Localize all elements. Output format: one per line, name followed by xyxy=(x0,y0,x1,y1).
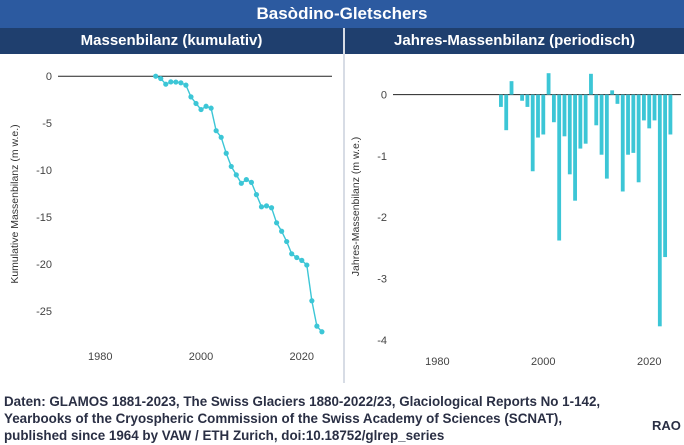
data-point xyxy=(284,238,290,245)
data-point xyxy=(178,80,184,86)
bar xyxy=(573,94,577,201)
bar xyxy=(668,94,673,135)
bar xyxy=(504,94,509,131)
bar xyxy=(525,94,530,107)
data-point xyxy=(279,228,285,234)
bar xyxy=(663,94,668,258)
y-tick-label: -3 xyxy=(377,274,387,286)
data-point xyxy=(314,323,320,329)
bar xyxy=(657,94,662,327)
y-tick-label: -5 xyxy=(42,118,52,130)
bar xyxy=(509,81,514,95)
y-tick-label: -25 xyxy=(36,306,52,318)
data-point xyxy=(163,81,169,87)
data-point xyxy=(238,180,244,186)
data-point xyxy=(253,192,260,198)
y-tick-label: 0 xyxy=(46,71,52,83)
bar xyxy=(589,73,593,95)
panel-divider xyxy=(343,28,345,383)
page-title: Basòdino-Gletschers xyxy=(0,0,684,28)
credit-label: RAO xyxy=(652,418,681,433)
data-point xyxy=(233,172,239,178)
bar xyxy=(599,94,604,155)
data-point xyxy=(243,176,249,183)
bar xyxy=(631,94,636,153)
x-tick-label: 2020 xyxy=(637,356,661,368)
data-point xyxy=(304,262,310,268)
data-point xyxy=(173,79,179,85)
bar xyxy=(499,94,503,107)
y-tick-label: -2 xyxy=(377,212,387,224)
data-point xyxy=(213,128,219,134)
y-axis-label: Kumulative Massenbilanz (m w.e.) xyxy=(9,124,21,283)
footer-line-1: Daten: GLAMOS 1881-2023, The Swiss Glaci… xyxy=(4,394,601,409)
data-point xyxy=(188,94,194,100)
x-tick-label: 2000 xyxy=(531,356,555,368)
data-point xyxy=(268,205,275,211)
bar xyxy=(615,94,620,104)
bar xyxy=(562,94,567,137)
left-panel-title: Massenbilanz (kumulativ) xyxy=(0,28,343,54)
x-tick-label: 1980 xyxy=(425,356,449,368)
data-point xyxy=(294,254,300,261)
data-point xyxy=(299,257,305,263)
data-point xyxy=(153,73,159,79)
data-point xyxy=(289,251,295,257)
bar xyxy=(530,94,535,172)
y-axis-label: Jahres-Massenbilanz (m w.e.) xyxy=(350,137,362,276)
footer-line-3: published since 1964 by VAW / ETH Zurich… xyxy=(4,428,445,443)
bar xyxy=(652,94,657,121)
data-point xyxy=(208,105,214,111)
bar xyxy=(636,94,641,183)
bar xyxy=(604,94,609,179)
bar xyxy=(551,94,556,123)
data-point xyxy=(158,75,164,82)
data-point xyxy=(263,203,270,209)
bar xyxy=(578,94,583,149)
bar xyxy=(567,94,572,175)
x-tick-label: 1980 xyxy=(88,351,112,363)
y-tick-label: -20 xyxy=(36,259,52,271)
bar xyxy=(546,73,551,95)
bar xyxy=(626,94,630,155)
data-point xyxy=(228,163,234,170)
bar xyxy=(583,94,588,144)
data-point xyxy=(309,298,315,304)
y-tick-label: -1 xyxy=(377,151,387,163)
data-point xyxy=(203,103,209,109)
bar xyxy=(520,94,525,101)
right-panel-title: Jahres-Massenbilanz (periodisch) xyxy=(345,28,684,54)
footer-source: Daten: GLAMOS 1881-2023, The Swiss Glaci… xyxy=(4,393,644,444)
y-tick-label: -4 xyxy=(377,335,387,347)
data-point xyxy=(168,79,174,85)
bar xyxy=(541,94,546,135)
data-point xyxy=(183,82,189,88)
bar xyxy=(642,94,646,121)
bar xyxy=(594,94,599,126)
y-tick-label: -15 xyxy=(36,212,52,224)
data-point xyxy=(223,150,229,156)
x-tick-label: 2020 xyxy=(290,351,314,363)
data-point xyxy=(248,179,255,185)
data-point xyxy=(273,220,280,226)
cumulative-series-line xyxy=(155,75,323,333)
y-tick-label: -10 xyxy=(36,165,52,177)
bar xyxy=(536,94,540,138)
data-point xyxy=(198,106,204,113)
data-point xyxy=(258,204,265,210)
annual-chart: 1980 2000 2020 0 -1 -2 -3 -4 Jahres-Massenbilanz… xyxy=(350,73,681,368)
data-point xyxy=(193,100,199,107)
y-tick-label: 0 xyxy=(381,90,387,102)
x-tick-label: 2000 xyxy=(189,351,213,363)
footer-line-2: Yearbooks of the Cryospheric Commission … xyxy=(4,411,563,426)
bar xyxy=(647,94,652,129)
data-point xyxy=(319,329,325,335)
data-point xyxy=(218,134,224,140)
bar xyxy=(610,90,615,95)
cumulative-chart: 1980 2000 2020 0 -5 -10 -15 -20 -25 Kumulative Ma… xyxy=(9,71,332,363)
bar xyxy=(557,94,562,241)
bar xyxy=(620,94,625,192)
